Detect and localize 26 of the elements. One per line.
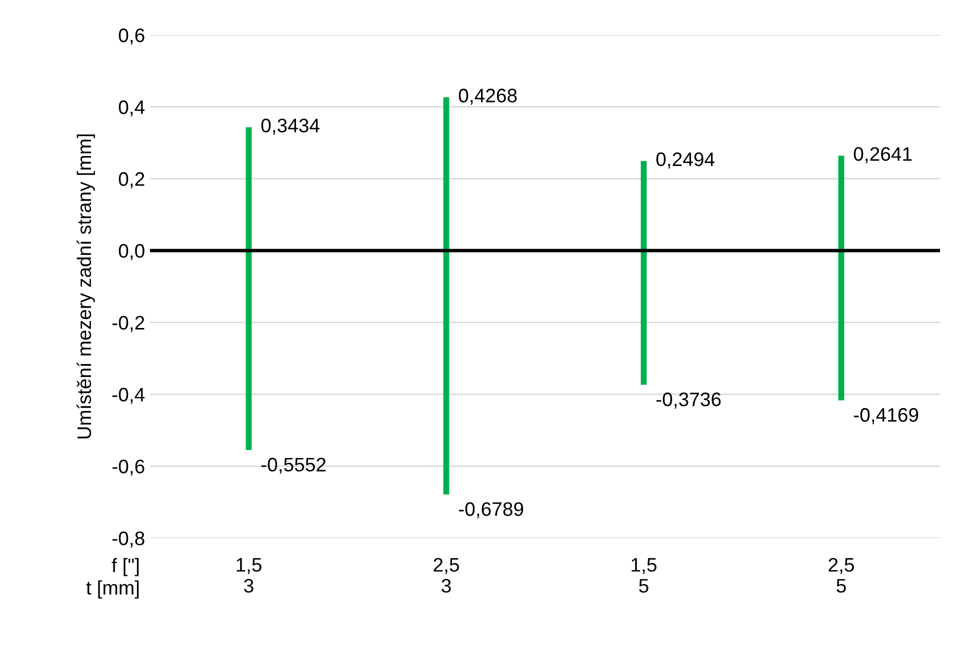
annotation: 0,2641 xyxy=(854,147,912,164)
bar xyxy=(246,127,252,450)
annotation: -0,4169 xyxy=(854,408,918,424)
annotation: 0,4268 xyxy=(458,88,517,105)
bar xyxy=(838,156,844,400)
annotation: 0,3434 xyxy=(261,118,320,135)
y-tick-label: 0,6 xyxy=(118,28,144,45)
y-axis-title: Umístění mezery zadní strany [mm] xyxy=(76,134,95,438)
x-tick-label: 2,5 3 xyxy=(434,558,459,593)
x-tick-label: 2,5 5 xyxy=(828,558,854,593)
annotation: -0,6789 xyxy=(458,502,524,518)
y-tick-label: 0,4 xyxy=(118,100,145,116)
y-tick-label: -0,8 xyxy=(112,531,144,548)
x-tick-label: 1,5 5 xyxy=(632,558,656,593)
y-tick-label: 0,0 xyxy=(118,244,144,260)
annotation: -0,3736 xyxy=(656,392,721,409)
y-tick-label: -0,4 xyxy=(112,388,145,404)
x-tick-label: 1,5 3 xyxy=(236,558,262,593)
annotation: 0,2494 xyxy=(656,152,715,168)
bar xyxy=(443,97,450,494)
y-tick-label: 0,2 xyxy=(118,172,144,188)
y-tick-label: -0,2 xyxy=(112,316,144,332)
text: f ["] t [mm] xyxy=(86,558,139,598)
y-tick-label: -0,6 xyxy=(112,460,144,476)
annotation: -0,5552 xyxy=(261,458,326,474)
bar xyxy=(640,160,647,385)
